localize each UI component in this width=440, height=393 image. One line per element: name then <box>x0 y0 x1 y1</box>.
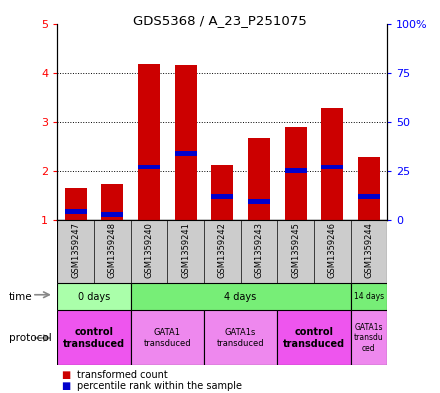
Bar <box>65 209 87 214</box>
Bar <box>138 64 160 220</box>
Text: ■: ■ <box>62 370 71 380</box>
Bar <box>358 157 380 220</box>
Bar <box>285 127 307 220</box>
Text: transformed count: transformed count <box>77 370 168 380</box>
Bar <box>131 310 204 365</box>
Text: GATA1
transduced: GATA1 transduced <box>143 328 191 348</box>
Text: GSM1359242: GSM1359242 <box>218 222 227 278</box>
Text: GATA1s
transduced: GATA1s transduced <box>217 328 264 348</box>
Bar <box>277 310 351 365</box>
Bar <box>101 184 123 220</box>
Text: GSM1359247: GSM1359247 <box>71 222 80 278</box>
Bar <box>321 165 343 169</box>
Text: GSM1359243: GSM1359243 <box>254 222 264 278</box>
Text: control
transduced: control transduced <box>283 327 345 349</box>
Bar <box>101 212 123 217</box>
Text: GSM1359245: GSM1359245 <box>291 222 300 278</box>
Text: GSM1359248: GSM1359248 <box>108 222 117 278</box>
Bar <box>65 188 87 220</box>
Bar <box>351 283 387 310</box>
Text: GSM1359244: GSM1359244 <box>364 222 374 278</box>
Text: GSM1359241: GSM1359241 <box>181 222 190 278</box>
Text: ■: ■ <box>62 381 71 391</box>
Text: GSM1359246: GSM1359246 <box>328 222 337 278</box>
Bar <box>57 310 131 365</box>
Text: time: time <box>9 292 33 302</box>
Bar <box>57 283 131 310</box>
Bar <box>175 151 197 156</box>
Bar <box>248 199 270 204</box>
Bar <box>285 169 307 173</box>
Text: percentile rank within the sample: percentile rank within the sample <box>77 381 242 391</box>
Text: control
transduced: control transduced <box>63 327 125 349</box>
Bar <box>351 310 387 365</box>
Bar <box>131 283 351 310</box>
Bar <box>358 194 380 199</box>
Text: 0 days: 0 days <box>78 292 110 302</box>
Text: protocol: protocol <box>9 333 51 343</box>
Text: 14 days: 14 days <box>354 292 384 301</box>
Bar <box>175 65 197 220</box>
Bar <box>211 194 233 199</box>
Bar <box>248 138 270 220</box>
Bar <box>138 165 160 169</box>
Text: 4 days: 4 days <box>224 292 257 302</box>
Text: GSM1359240: GSM1359240 <box>144 222 154 278</box>
Text: GATA1s
transdu
ced: GATA1s transdu ced <box>354 323 384 353</box>
Bar <box>211 165 233 220</box>
Bar <box>321 108 343 220</box>
Bar <box>204 310 277 365</box>
Text: GDS5368 / A_23_P251075: GDS5368 / A_23_P251075 <box>133 14 307 27</box>
